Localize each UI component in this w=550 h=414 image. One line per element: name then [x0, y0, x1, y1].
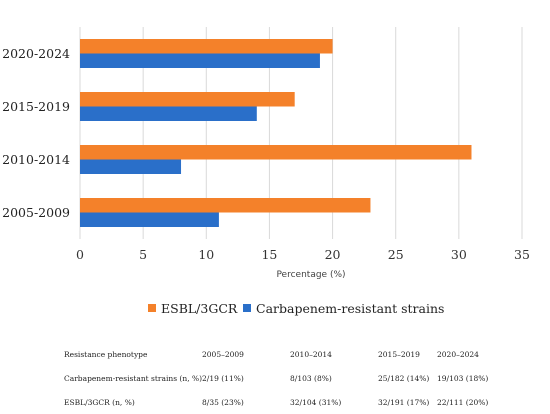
legend-label: ESBL/3GCR [161, 301, 238, 316]
category-label: 2015-2019 [2, 99, 70, 114]
table-header-cell: 2015–2019 [378, 349, 420, 359]
data-table: Resistance phenotype 2005–2009 2010–2014 20… [64, 342, 497, 414]
table-cell: Carbapenem-resistant strains (n, %) [64, 373, 203, 383]
table-cell: 22/111 (20%) [437, 397, 489, 407]
table-row: Resistance phenotype 2005–2009 2010–2014 20… [64, 342, 497, 366]
legend-label: Carbapenem-resistant strains [256, 301, 444, 316]
table-cell: 32/104 (31%) [290, 397, 342, 407]
table-cell: 8/35 (23%) [202, 397, 244, 407]
x-tick-label: 35 [514, 247, 530, 262]
bar-carbapenem [80, 212, 219, 227]
legend-swatch [243, 304, 251, 312]
x-axis-title: Percentage (%) [276, 270, 345, 280]
table-row: Carbapenem-resistant strains (n, %) 2/19 … [64, 366, 497, 390]
x-tick-label: 20 [325, 247, 341, 262]
table-header-cell: Resistance phenotype [64, 349, 148, 359]
table-cell: 19/103 (18%) [437, 373, 489, 383]
bars [80, 39, 472, 227]
x-tick-label: 25 [388, 247, 404, 262]
table-header-cell: 2005–2009 [202, 349, 244, 359]
bar-esbl [80, 145, 472, 160]
x-tick-label: 10 [198, 247, 214, 262]
bar-chart: 2020-2024 2015-2019 2010-2014 2005-2009 0 5 1… [2, 27, 530, 316]
table-cell: 25/182 (14%) [378, 373, 430, 383]
table-cell: ESBL/3GCR (n, %) [64, 397, 135, 407]
bar-carbapenem [80, 53, 320, 68]
x-tick-label: 30 [451, 247, 467, 262]
table-cell: 8/103 (8%) [290, 373, 332, 383]
x-tick-label: 15 [261, 247, 277, 262]
bar-esbl [80, 39, 333, 54]
x-tick-label: 0 [76, 247, 84, 262]
category-labels: 2020-2024 2015-2019 2010-2014 2005-2009 [2, 46, 70, 220]
x-tick-label: 5 [139, 247, 147, 262]
bar-esbl [80, 198, 371, 213]
bar-esbl [80, 92, 295, 107]
table-header-cell: 2020–2024 [437, 349, 479, 359]
table-cell: 2/19 (11%) [202, 373, 244, 383]
legend: ESBL/3GCR Carbapenem-resistant strains [148, 301, 444, 316]
category-label: 2020-2024 [2, 46, 70, 61]
table-header-cell: 2010–2014 [290, 349, 332, 359]
table-cell: 32/191 (17%) [378, 397, 430, 407]
bar-carbapenem [80, 106, 257, 121]
x-tick-labels: 0 5 10 15 20 25 30 35 [76, 247, 530, 262]
category-label: 2010-2014 [2, 152, 70, 167]
legend-swatch [148, 304, 156, 312]
bar-carbapenem [80, 159, 182, 174]
category-label: 2005-2009 [2, 205, 70, 220]
table-row: ESBL/3GCR (n, %) 8/35 (23%) 32/104 (31%) 32… [64, 390, 497, 414]
